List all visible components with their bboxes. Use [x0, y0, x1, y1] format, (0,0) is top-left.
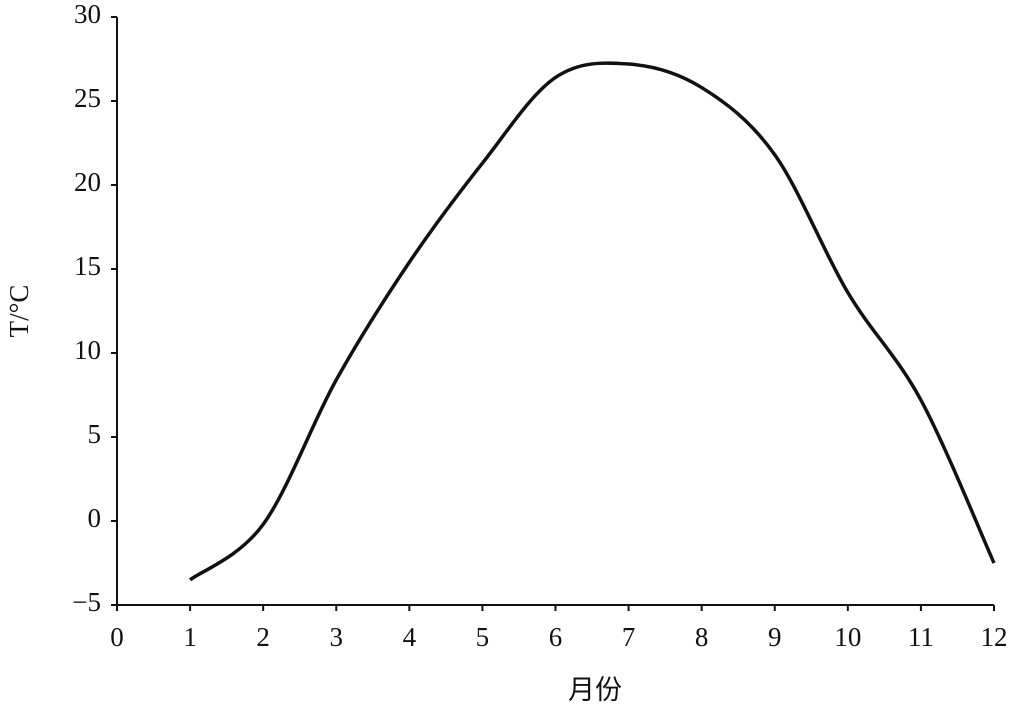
y-tick-label: 10 — [74, 335, 101, 365]
x-tick-label: 0 — [110, 622, 124, 652]
x-tick-label: 8 — [695, 622, 709, 652]
x-tick-label: 7 — [622, 622, 636, 652]
y-tick-label: 20 — [74, 167, 101, 197]
x-tick-label: 1 — [183, 622, 197, 652]
x-tick-label: 12 — [981, 622, 1008, 652]
y-tick-label: 30 — [74, 0, 101, 29]
y-tick-label: 5 — [88, 419, 102, 449]
x-tick-label: 5 — [476, 622, 490, 652]
x-tick-label: 4 — [403, 622, 417, 652]
y-axis-label: T/°C — [4, 285, 34, 338]
x-tick-label: 11 — [908, 622, 934, 652]
x-tick-label: 10 — [834, 622, 861, 652]
x-tick-label: 3 — [330, 622, 344, 652]
y-tick-label: 25 — [74, 83, 101, 113]
y-tick-label: −5 — [72, 587, 101, 617]
x-tick-label: 9 — [768, 622, 782, 652]
y-tick-label: 0 — [88, 503, 102, 533]
y-tick-label: 15 — [74, 251, 101, 281]
data-line — [189, 61, 996, 582]
x-tick-label: 2 — [256, 622, 270, 652]
x-tick-label: 6 — [549, 622, 563, 652]
x-axis-label: 月份 — [568, 675, 622, 705]
